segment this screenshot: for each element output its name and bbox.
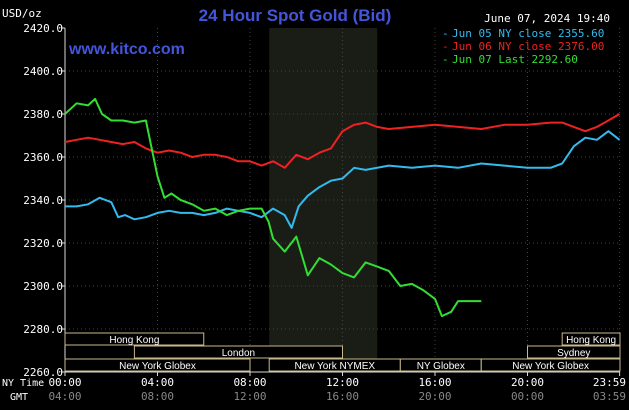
legend-entry: Jun 07 Last 2292.60	[452, 53, 578, 66]
x-tick-label-gmt: 20:00	[418, 390, 451, 403]
y-tick-label: 2300.0	[23, 280, 63, 293]
y-tick-label: 2380.0	[23, 108, 63, 121]
series-lines	[64, 97, 621, 318]
legend: - Jun 05 NY close 2355.60- Jun 06 NY close…	[442, 27, 604, 66]
x-tick-label-ny: 16:00	[418, 376, 451, 389]
session-box	[480, 358, 621, 372]
x-tick-label-gmt: 12:00	[233, 390, 266, 403]
watermark: www.kitco.com	[68, 41, 185, 58]
session-box	[133, 345, 343, 359]
legend-marker: -	[442, 40, 449, 53]
session-box	[527, 345, 621, 359]
series-line-3	[64, 97, 482, 318]
gmt-axis-label: GMT	[10, 392, 28, 403]
session-label: New York NYMEX	[294, 361, 375, 372]
chart-title: 24 Hour Spot Gold (Bid)	[199, 6, 392, 25]
x-tick-label-gmt: 03:59	[593, 390, 626, 403]
x-tick-label-gmt: 04:00	[48, 390, 81, 403]
x-tick-label-ny: 12:00	[326, 376, 359, 389]
x-tick-label-ny: 04:00	[141, 376, 174, 389]
session-label: Sydney	[557, 348, 590, 359]
x-tick-label-gmt: 16:00	[326, 390, 359, 403]
legend-marker: -	[442, 53, 449, 66]
y-tick-label: 2360.0	[23, 151, 63, 164]
y-tick-label: 2340.0	[23, 194, 63, 207]
session-box	[64, 358, 251, 372]
x-tick-labels: 00:0004:0004:0008:0008:0012:0012:0016:00…	[48, 372, 626, 403]
session-box	[64, 332, 205, 346]
session-label: New York Globex	[119, 361, 196, 372]
y-tick-labels: 2420.0 2400.0 2380.0 2360.0 2340.0 2320.0 2300…	[23, 22, 65, 379]
session-label: NY Globex	[417, 361, 465, 372]
ny-time-axis-label: NY Time	[2, 378, 44, 389]
y-tick-label: 2280.0	[23, 323, 63, 336]
y-tick-label: 2420.0	[23, 22, 63, 35]
x-tick-label-ny: 20:00	[511, 376, 544, 389]
x-tick-label-ny: 08:00	[233, 376, 266, 389]
series-line-1	[65, 130, 621, 229]
nymex-session-highlight	[269, 28, 378, 372]
y-tick-label: 2400.0	[23, 65, 63, 78]
x-tick-label-gmt: 08:00	[141, 390, 174, 403]
session-box	[561, 332, 621, 346]
session-label: Hong Kong	[109, 335, 159, 346]
y-tick-label: 2260.0	[23, 366, 63, 379]
legend-marker: -	[442, 27, 449, 40]
x-tick-label-ny: 00:00	[48, 376, 81, 389]
session-label: New York Globex	[512, 361, 589, 372]
y-axis-label: USD/oz	[2, 7, 42, 20]
x-tick-label-ny: 23:59	[593, 376, 626, 389]
session-label: Hong Kong	[566, 335, 616, 346]
session-label: London	[222, 348, 255, 359]
legend-entry: Jun 05 NY close 2355.60	[452, 27, 604, 40]
legend-entry: Jun 06 NY close 2376.00	[452, 40, 604, 53]
market-sessions: Hong Kong London New York NYMEX New York Gl…	[64, 332, 621, 372]
timestamp: June 07, 2024 19:40	[484, 12, 610, 25]
series-line-2	[64, 113, 621, 169]
x-tick-label-gmt: 00:00	[511, 390, 544, 403]
y-tick-label: 2320.0	[23, 237, 63, 250]
